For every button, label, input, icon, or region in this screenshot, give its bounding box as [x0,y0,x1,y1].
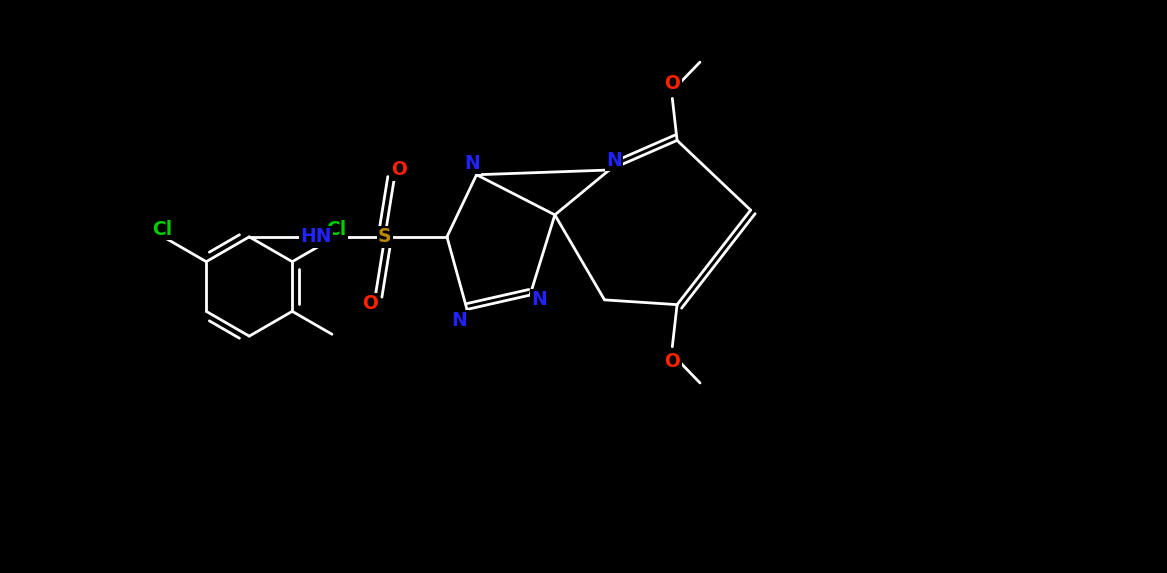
Text: HN: HN [300,227,331,246]
Text: O: O [664,352,680,371]
Text: N: N [452,311,467,331]
Text: N: N [464,154,480,173]
Text: Cl: Cl [152,219,172,239]
Text: S: S [378,227,392,246]
Text: N: N [606,151,622,170]
Text: O: O [664,73,680,93]
Text: Cl: Cl [327,219,347,239]
Text: N: N [532,291,547,309]
Text: O: O [363,294,378,313]
Text: O: O [391,160,407,179]
